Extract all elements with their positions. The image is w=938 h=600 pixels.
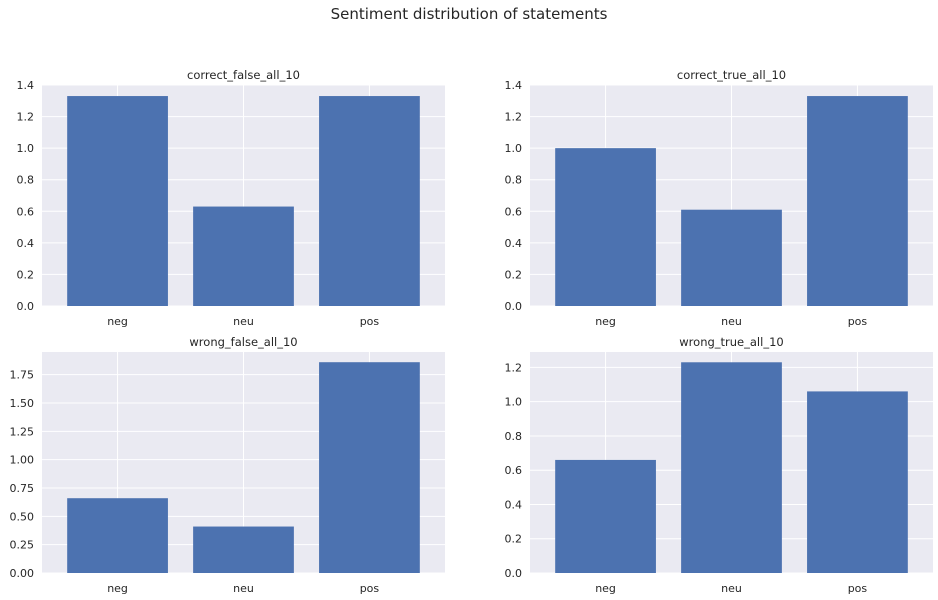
x-tick-label: neu	[721, 315, 742, 328]
y-tick-label: 0.0	[505, 567, 523, 580]
y-tick-label: 1.75	[10, 369, 35, 382]
y-tick-label: 0.75	[10, 482, 35, 495]
y-tick-label: 0.6	[505, 205, 523, 218]
bar-neg	[67, 498, 168, 573]
y-tick-label: 0.6	[505, 464, 523, 477]
bar-neg	[555, 459, 656, 573]
bar-neu	[193, 206, 294, 306]
subplot-correct_false_all_10: 0.0 0.2 0.4 0.6 0.8 1.0 1.2 1.4 neg neu pos correct…	[17, 68, 445, 328]
x-tick-label: neu	[233, 582, 254, 595]
x-tick-label: neu	[721, 582, 742, 595]
y-tick-label: 0.4	[505, 237, 523, 250]
subplot-title: wrong_false_all_10	[189, 335, 297, 349]
y-tick-label: 0.8	[505, 174, 523, 187]
x-tick-label: neg	[595, 315, 616, 328]
figure-title: Sentiment distribution of statements	[330, 5, 608, 23]
y-tick-label: 1.0	[505, 142, 523, 155]
y-tick-label: 0.25	[10, 539, 35, 552]
y-tick-label: 1.0	[505, 396, 523, 409]
y-tick-label: 0.0	[17, 300, 35, 313]
x-tick-label: neu	[233, 315, 254, 328]
y-tick-label: 1.0	[17, 142, 35, 155]
y-tick-label: 1.4	[505, 79, 523, 92]
x-tick-label: pos	[360, 315, 380, 328]
subplot-wrong_true_all_10: 0.0 0.2 0.4 0.6 0.8 1.0 1.2 neg neu pos wrong_true…	[505, 335, 933, 595]
bar-neu	[681, 362, 782, 573]
y-tick-label: 0.4	[505, 498, 523, 511]
y-tick-label: 0.2	[17, 268, 35, 281]
y-tick-label: 0.50	[10, 510, 35, 523]
subplot-correct_true_all_10: 0.0 0.2 0.4 0.6 0.8 1.0 1.2 1.4 neg neu pos correct…	[505, 68, 933, 328]
y-tick-label: 0.0	[505, 300, 523, 313]
x-tick-label: pos	[848, 315, 868, 328]
y-tick-label: 0.00	[10, 567, 35, 580]
y-tick-label: 1.2	[17, 111, 35, 124]
y-tick-label: 0.2	[505, 533, 523, 546]
subplot-title: wrong_true_all_10	[679, 335, 783, 349]
x-tick-label: pos	[360, 582, 380, 595]
bar-neg	[67, 96, 168, 306]
x-tick-label: pos	[848, 582, 868, 595]
bar-neu	[193, 526, 294, 573]
bar-pos	[807, 96, 908, 306]
y-tick-label: 0.8	[505, 430, 523, 443]
x-tick-label: neg	[595, 582, 616, 595]
y-tick-label: 0.8	[17, 174, 35, 187]
subplot-title: correct_false_all_10	[187, 68, 300, 82]
x-tick-label: neg	[107, 582, 128, 595]
y-tick-label: 0.6	[17, 205, 35, 218]
y-tick-label: 1.2	[505, 361, 523, 374]
y-tick-label: 1.4	[17, 79, 35, 92]
y-tick-label: 1.00	[10, 454, 35, 467]
y-tick-label: 1.50	[10, 397, 35, 410]
bar-pos	[319, 96, 420, 306]
bar-pos	[807, 391, 908, 573]
bar-pos	[319, 362, 420, 573]
y-tick-label: 1.2	[505, 111, 523, 124]
x-tick-label: neg	[107, 315, 128, 328]
y-tick-label: 0.2	[505, 268, 523, 281]
subplot-title: correct_true_all_10	[677, 68, 786, 82]
bar-neu	[681, 209, 782, 306]
bar-neg	[555, 148, 656, 306]
y-tick-label: 0.4	[17, 237, 35, 250]
subplot-wrong_false_all_10: 0.00 0.25 0.50 0.75 1.00 1.25 1.50 1.75 neg neu po…	[10, 335, 445, 595]
y-tick-label: 1.25	[10, 425, 35, 438]
